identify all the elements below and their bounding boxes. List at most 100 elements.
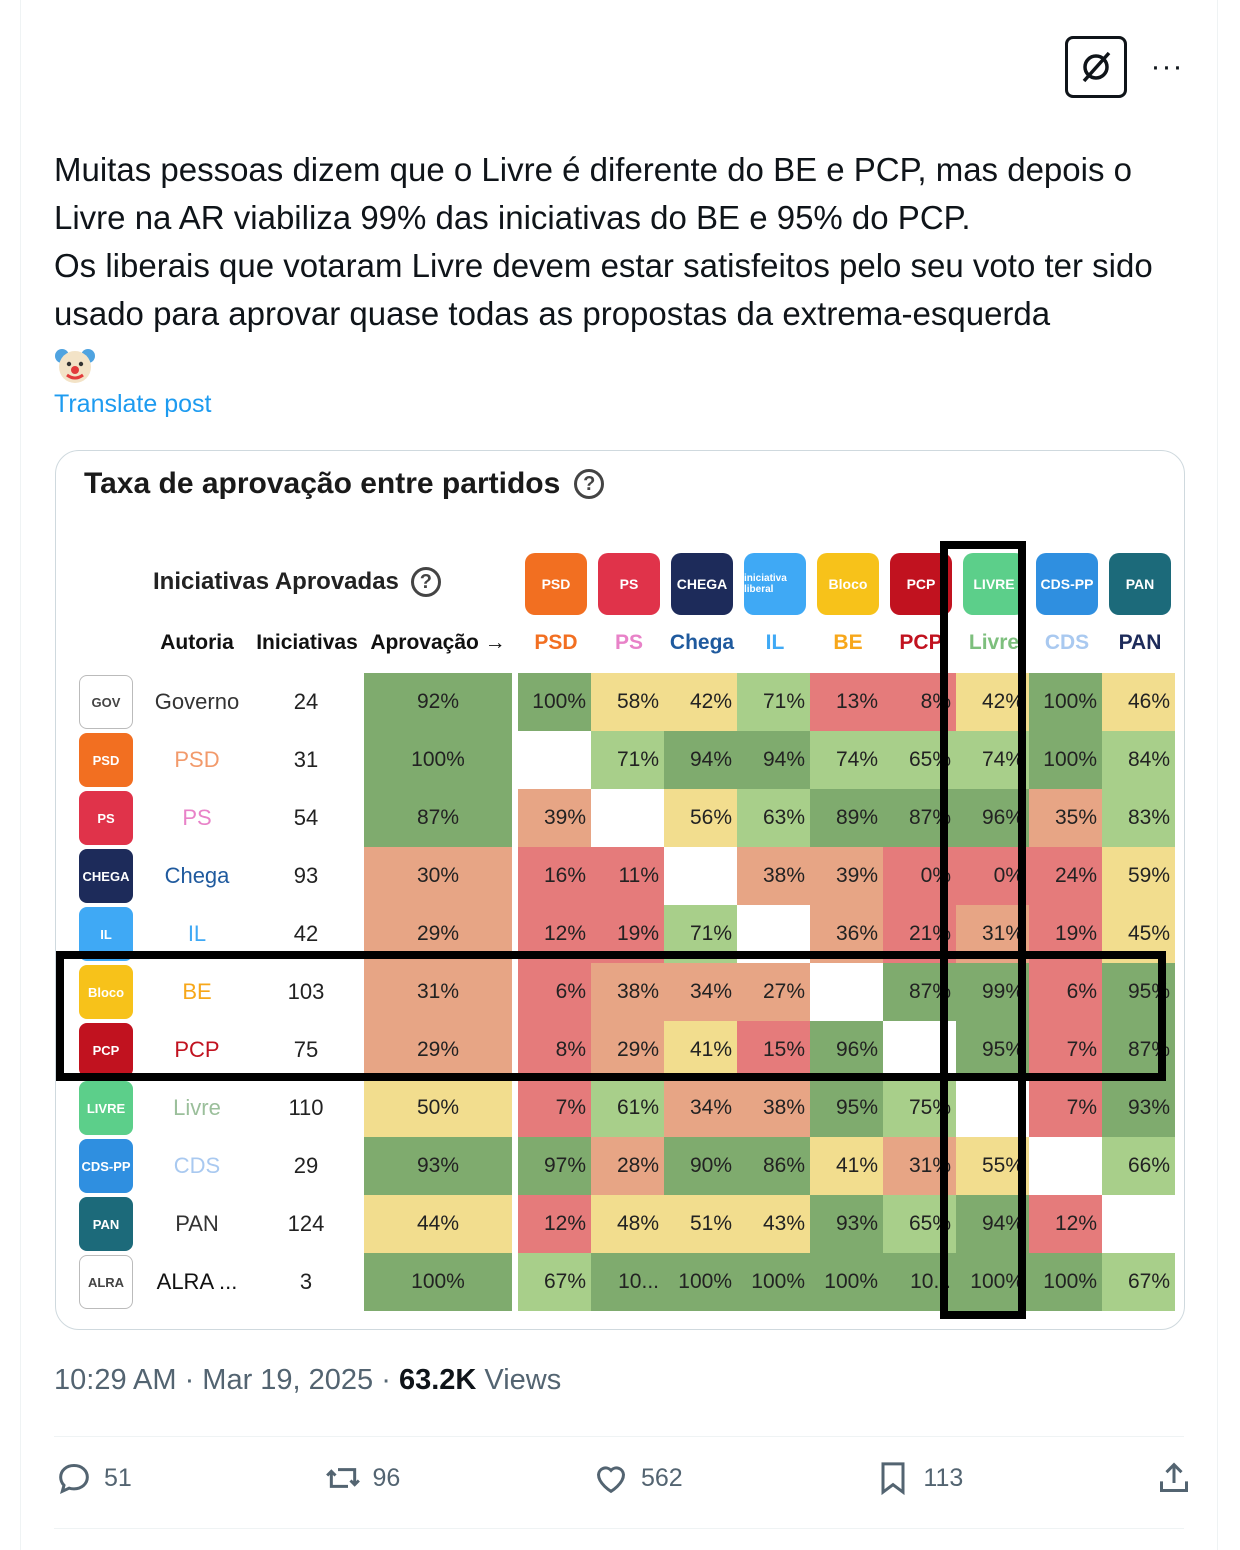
- row-approval: 29%: [364, 905, 512, 963]
- heat-cell: 27%: [737, 963, 810, 1021]
- heat-cell: 87%: [883, 963, 956, 1021]
- row-count: 42: [293, 921, 319, 946]
- share-button[interactable]: [1154, 1458, 1194, 1498]
- row-author: Governo: [154, 689, 240, 714]
- row-logo-alra: ALRA: [79, 1255, 133, 1309]
- like-button[interactable]: 562: [591, 1458, 683, 1498]
- heat-cell: 6%: [518, 963, 591, 1021]
- column-header-chega: Chega: [669, 631, 735, 654]
- bookmark-button[interactable]: 113: [873, 1458, 963, 1498]
- heat-cell: 93%: [810, 1195, 883, 1253]
- heat-cell: 61%: [591, 1079, 664, 1137]
- heat-cell: 66%: [1102, 1137, 1175, 1195]
- heat-cell: 41%: [810, 1137, 883, 1195]
- heat-cell: 42%: [956, 673, 1029, 731]
- row-approval: 44%: [364, 1195, 512, 1253]
- heat-cell: 19%: [591, 905, 664, 963]
- heat-cell: 38%: [591, 963, 664, 1021]
- row-author: Chega: [164, 863, 230, 888]
- heat-cell: 84%: [1102, 731, 1175, 789]
- row-count: 93: [293, 863, 319, 888]
- heat-cell: [1029, 1137, 1102, 1195]
- heat-cell: 87%: [883, 789, 956, 847]
- grok-icon[interactable]: [1065, 36, 1127, 98]
- heat-cell: 58%: [591, 673, 664, 731]
- heat-cell: 74%: [810, 731, 883, 789]
- heat-cell: 74%: [956, 731, 1029, 789]
- heat-cell: 13%: [810, 673, 883, 731]
- heat-cell: 95%: [810, 1079, 883, 1137]
- row-count: 31: [293, 747, 319, 772]
- row-author: CDS: [173, 1153, 221, 1178]
- heat-cell: 16%: [518, 847, 591, 905]
- heat-cell: 7%: [518, 1079, 591, 1137]
- heat-cell: 94%: [737, 731, 810, 789]
- heat-cell: 100%: [810, 1253, 883, 1311]
- row-logo-livre: LIVRE: [79, 1081, 133, 1135]
- bookmark-icon: [881, 1462, 905, 1496]
- heat-cell: 100%: [664, 1253, 737, 1311]
- heat-cell: 19%: [1029, 905, 1102, 963]
- row-logo-chega: CHEGA: [79, 849, 133, 903]
- row-approval: 30%: [364, 847, 512, 905]
- heat-cell: 71%: [737, 673, 810, 731]
- heat-cell: 21%: [883, 905, 956, 963]
- divider: [54, 1436, 1184, 1437]
- translate-post-link[interactable]: Translate post: [54, 390, 212, 418]
- heat-cell: 10...: [591, 1253, 664, 1311]
- party-logo-be: Bloco: [817, 553, 879, 615]
- heat-cell: 36%: [810, 905, 883, 963]
- heat-cell: 95%: [956, 1021, 1029, 1079]
- divider: [54, 1528, 1184, 1529]
- row-author: IL: [187, 921, 207, 946]
- heat-cell: 96%: [810, 1021, 883, 1079]
- post-text-line: Muitas pessoas dizem que o Livre é difer…: [54, 151, 1132, 236]
- heat-cell: 89%: [810, 789, 883, 847]
- media-subtitle: Iniciativas Aprovadas ?: [153, 567, 441, 597]
- heat-cell: 95%: [1102, 963, 1175, 1021]
- heat-cell: 67%: [1102, 1253, 1175, 1311]
- heat-cell: 87%: [1102, 1021, 1175, 1079]
- heat-cell: 100%: [956, 1253, 1029, 1311]
- row-logo-cds: CDS-PP: [79, 1139, 133, 1193]
- help-icon: ?: [574, 469, 605, 499]
- column-header-ps: PS: [614, 631, 643, 654]
- row-count: 75: [293, 1037, 319, 1062]
- repost-button[interactable]: 96: [323, 1458, 400, 1498]
- post-timestamp[interactable]: 10:29 AM · Mar 19, 2025 ·: [54, 1364, 399, 1396]
- heat-cell: 100%: [1029, 673, 1102, 731]
- row-count: 3: [299, 1269, 313, 1294]
- heat-cell: 86%: [737, 1137, 810, 1195]
- post-meta: 10:29 AM · Mar 19, 2025 · 63.2K Views: [54, 1364, 561, 1397]
- row-approval: 100%: [364, 731, 512, 789]
- heat-cell: [737, 905, 810, 963]
- header-autoria: Autoria: [160, 631, 234, 654]
- row-author: PCP: [174, 1037, 220, 1062]
- row-logo-ps: PS: [79, 791, 133, 845]
- heat-cell: 59%: [1102, 847, 1175, 905]
- heat-cell: 24%: [1029, 847, 1102, 905]
- heat-cell: 41%: [664, 1021, 737, 1079]
- heat-cell: 15%: [737, 1021, 810, 1079]
- party-logo-pcp: PCP: [890, 553, 952, 615]
- party-logo-psd: PSD: [525, 553, 587, 615]
- post-media-image[interactable]: Taxa de aprovação entre partidos ? Inici…: [55, 450, 1185, 1330]
- row-approval: 92%: [364, 673, 512, 731]
- heat-cell: 43%: [737, 1195, 810, 1253]
- column-header-psd: PSD: [534, 631, 578, 654]
- heat-cell: 38%: [737, 847, 810, 905]
- heat-cell: [518, 731, 591, 789]
- heat-cell: 55%: [956, 1137, 1029, 1195]
- column-header-pcp: PCP: [899, 631, 943, 654]
- heat-cell: [1102, 1195, 1175, 1253]
- heat-cell: 8%: [518, 1021, 591, 1079]
- row-approval: 100%: [364, 1253, 512, 1311]
- reply-button[interactable]: 51: [54, 1458, 132, 1498]
- heat-cell: 0%: [956, 847, 1029, 905]
- heat-cell: 34%: [664, 963, 737, 1021]
- row-logo-pan: PAN: [79, 1197, 133, 1251]
- row-count: 54: [293, 805, 319, 830]
- party-logo-pan: PAN: [1109, 553, 1171, 615]
- clown-face-icon: [55, 349, 95, 383]
- more-options-icon[interactable]: ···: [1150, 50, 1184, 83]
